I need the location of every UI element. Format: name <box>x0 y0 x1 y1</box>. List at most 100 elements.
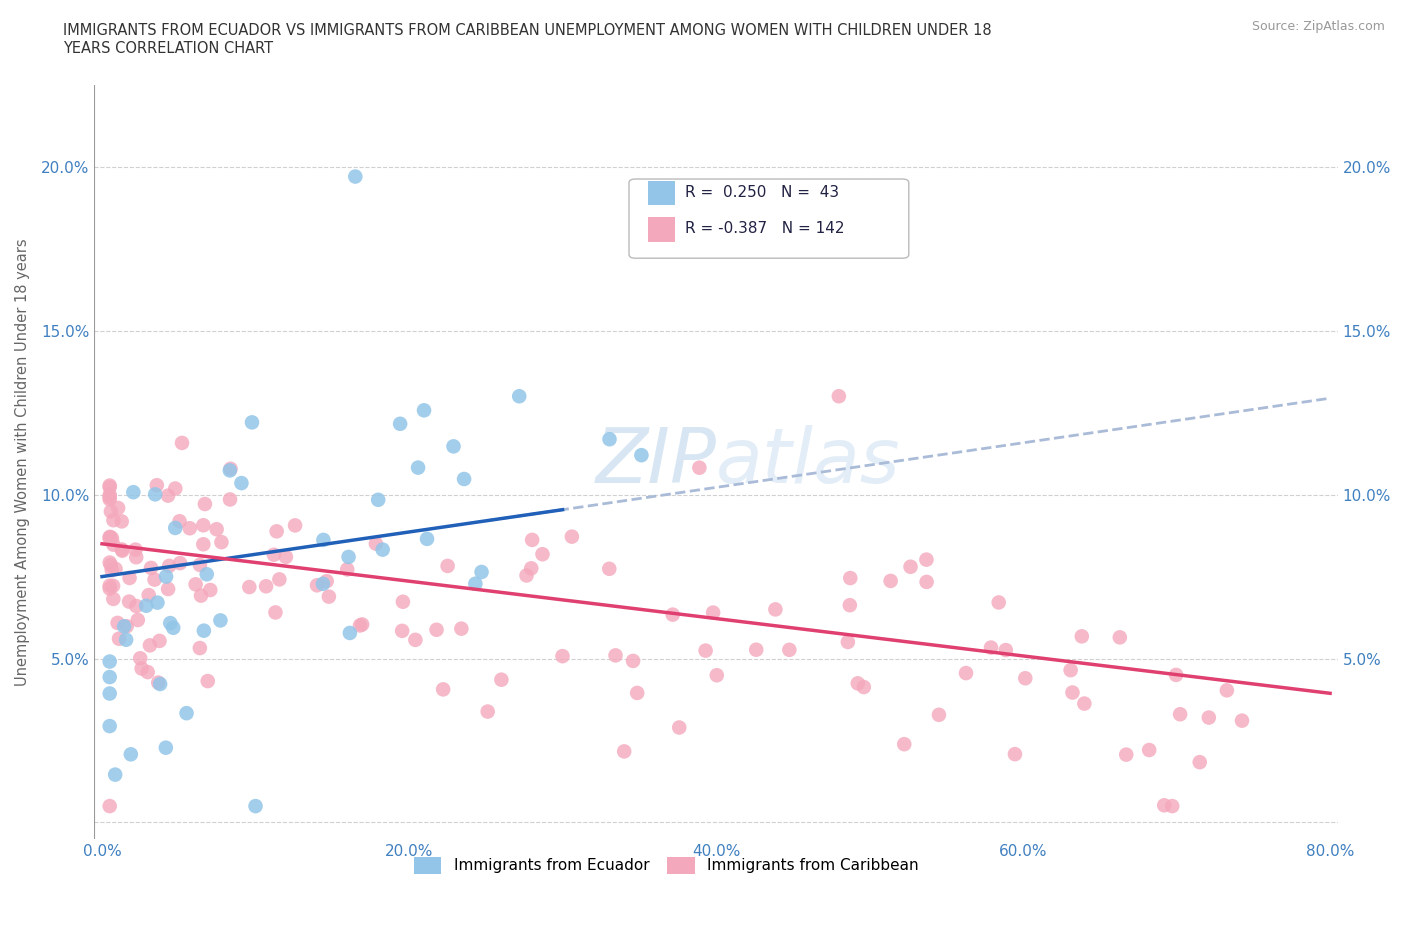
Point <box>157 581 180 596</box>
Point <box>100 504 122 519</box>
Point <box>695 644 717 658</box>
Point <box>307 578 329 592</box>
Point <box>413 403 436 418</box>
Point <box>146 478 169 493</box>
Point <box>955 666 977 681</box>
Point <box>104 562 127 577</box>
Point <box>432 682 454 697</box>
Point <box>630 447 652 462</box>
Point <box>392 594 415 609</box>
Point <box>706 668 728 683</box>
Point <box>893 737 915 751</box>
Point <box>1168 707 1191 722</box>
Point <box>605 648 627 663</box>
Point <box>98 490 121 505</box>
Point <box>778 643 800 658</box>
Point <box>450 621 472 636</box>
Point <box>1188 755 1211 770</box>
Point <box>839 571 862 586</box>
Point <box>125 550 148 565</box>
Point <box>108 631 131 646</box>
Point <box>146 595 169 610</box>
Point <box>165 521 187 536</box>
Point <box>1153 798 1175 813</box>
Point <box>103 591 125 606</box>
Point <box>599 432 621 446</box>
Point <box>1108 630 1130 644</box>
Point <box>688 460 710 475</box>
Point <box>263 547 285 562</box>
Point <box>218 463 240 478</box>
Point <box>118 594 141 609</box>
Point <box>209 613 232 628</box>
Point <box>219 461 242 476</box>
Point <box>98 654 121 669</box>
Point <box>1230 713 1253 728</box>
Point <box>193 518 215 533</box>
Point <box>197 673 219 688</box>
Point <box>98 492 121 507</box>
Point <box>157 558 180 573</box>
Point <box>879 574 901 589</box>
Point <box>1062 685 1084 700</box>
Point <box>312 577 335 591</box>
Point <box>205 522 228 537</box>
Point <box>155 569 177 584</box>
Point <box>155 740 177 755</box>
Point <box>661 607 683 622</box>
Point <box>349 618 371 633</box>
Point <box>668 720 690 735</box>
Point <box>101 563 124 578</box>
Point <box>148 675 170 690</box>
Point <box>312 533 335 548</box>
Point <box>111 514 134 529</box>
Point <box>98 487 121 502</box>
Point <box>436 559 458 574</box>
Point <box>190 588 212 603</box>
Point <box>367 492 389 507</box>
Point <box>98 670 121 684</box>
Point <box>828 389 851 404</box>
Point <box>520 561 543 576</box>
Point <box>120 747 142 762</box>
Point <box>551 649 574 664</box>
Point <box>148 633 170 648</box>
Point <box>404 632 426 647</box>
Point <box>1164 668 1187 683</box>
Point <box>194 497 217 512</box>
Point <box>1216 683 1239 698</box>
Point <box>425 622 447 637</box>
Point <box>139 561 162 576</box>
Point <box>107 616 129 631</box>
Bar <box>648 218 675 242</box>
Point <box>613 744 636 759</box>
Point <box>127 613 149 628</box>
Point <box>994 643 1017 658</box>
Point <box>195 566 218 581</box>
Legend: Immigrants from Ecuador, Immigrants from Caribbean: Immigrants from Ecuador, Immigrants from… <box>408 850 925 881</box>
Point <box>443 439 465 454</box>
Point <box>763 602 786 617</box>
Point <box>337 550 360 565</box>
Point <box>124 542 146 557</box>
Bar <box>648 181 675 206</box>
Point <box>139 638 162 653</box>
Point <box>416 531 439 546</box>
Point <box>157 488 180 503</box>
Point <box>100 530 122 545</box>
Point <box>107 500 129 515</box>
Point <box>104 767 127 782</box>
Point <box>98 581 121 596</box>
Point <box>491 672 513 687</box>
Point <box>143 572 166 587</box>
Point <box>269 572 291 587</box>
Point <box>364 537 387 551</box>
Point <box>219 492 242 507</box>
Point <box>159 616 181 631</box>
Text: Source: ZipAtlas.com: Source: ZipAtlas.com <box>1251 20 1385 33</box>
Point <box>980 640 1002 655</box>
Point <box>101 578 124 593</box>
Point <box>209 535 232 550</box>
Point <box>176 706 198 721</box>
Text: atlas: atlas <box>716 425 901 498</box>
